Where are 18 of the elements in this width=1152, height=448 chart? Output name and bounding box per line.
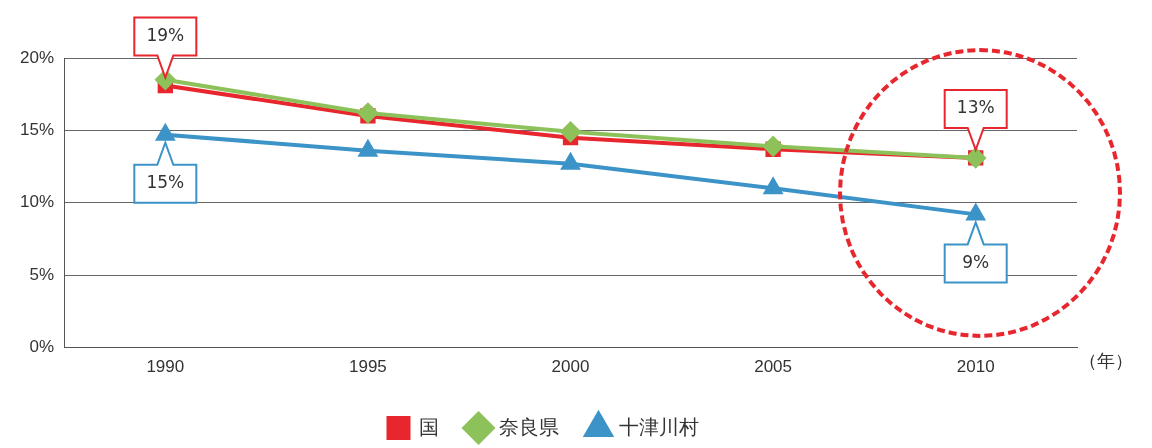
legend-label: 奈良県 — [498, 415, 559, 438]
x-tick-label: 1995 — [349, 357, 387, 377]
x-axis-title: （年） — [1079, 350, 1133, 372]
y-tick-label: 5% — [29, 264, 55, 284]
x-tick-label: 2000 — [551, 357, 590, 377]
y-tick-label: 20% — [19, 47, 55, 67]
annotation: 15% — [146, 172, 185, 193]
annotation: 19% — [146, 24, 185, 45]
x-tick-label: 2005 — [754, 357, 793, 377]
y-tick-label: 15% — [19, 120, 55, 140]
annotation: 9% — [962, 251, 990, 272]
annotation: 13% — [956, 97, 995, 118]
x-tick-label: 1990 — [146, 357, 185, 377]
x-tick-label: 2010 — [956, 357, 995, 377]
legend-label: 十津川村 — [618, 415, 699, 438]
y-tick-label: 10% — [19, 192, 55, 212]
y-tick-label: 0% — [29, 337, 55, 357]
legend-label: 国 — [418, 415, 439, 438]
